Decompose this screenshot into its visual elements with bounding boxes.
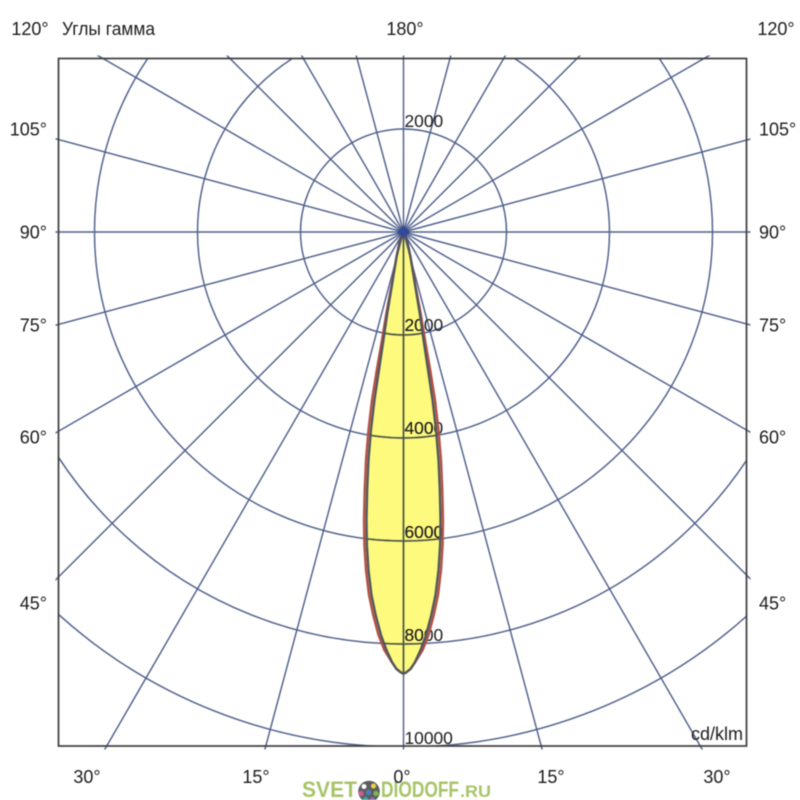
svg-text:120°: 120° [11,19,48,39]
svg-text:cd/klm: cd/klm [691,724,743,744]
svg-text:60°: 60° [20,428,47,448]
svg-text:0°: 0° [393,767,410,787]
svg-text:75°: 75° [759,316,786,336]
svg-text:180°: 180° [386,19,423,39]
svg-text:4000: 4000 [405,418,444,438]
svg-text:SVET: SVET [302,777,358,800]
svg-text:75°: 75° [20,316,47,336]
svg-text:30°: 30° [703,767,730,787]
svg-text:120°: 120° [757,19,794,39]
svg-text:105°: 105° [10,120,47,140]
svg-text:4000: 4000 [405,418,444,438]
svg-text:15°: 15° [537,767,564,787]
svg-text:15°: 15° [242,767,269,787]
svg-text:90°: 90° [20,223,47,243]
svg-text:2000: 2000 [405,315,444,335]
svg-text:45°: 45° [20,594,47,614]
svg-text:6000: 6000 [405,522,444,542]
svg-text:6000: 6000 [405,522,444,542]
svg-text:8000: 8000 [405,625,444,645]
svg-text:45°: 45° [759,594,786,614]
svg-text:.RU: .RU [460,782,491,800]
svg-text:DIODOFF: DIODOFF [381,777,459,800]
svg-text:30°: 30° [73,767,100,787]
svg-text:Углы гамма: Углы гамма [62,19,156,39]
svg-text:10000: 10000 [405,728,453,748]
svg-text:90°: 90° [759,223,786,243]
svg-text:105°: 105° [759,120,796,140]
svg-text:2000: 2000 [405,111,444,131]
svg-text:60°: 60° [759,428,786,448]
